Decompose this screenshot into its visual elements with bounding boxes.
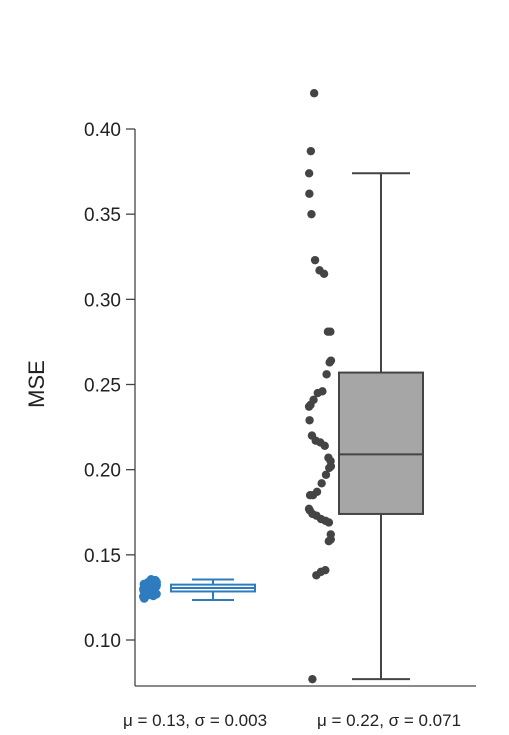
y-tick-label: 0.10	[84, 631, 121, 652]
data-point	[307, 209, 316, 219]
data-point	[322, 370, 331, 379]
data-point	[326, 327, 335, 336]
y-tick-label: 0.40	[84, 120, 121, 141]
data-point	[325, 463, 334, 473]
data-point	[305, 491, 315, 500]
data-point	[320, 441, 329, 451]
data-point	[150, 575, 160, 585]
stat-labels: μ = 0.13, σ = 0.003 μ = 0.22, σ = 0.071	[123, 711, 461, 730]
data-point	[305, 416, 314, 425]
y-tick-label: 0.25	[84, 376, 121, 397]
data-point	[143, 577, 153, 587]
data-point	[324, 537, 334, 546]
data-point	[319, 269, 329, 278]
iqr-box	[338, 371, 424, 515]
data-point	[308, 674, 317, 684]
data-point	[310, 255, 320, 265]
data-point	[325, 358, 334, 367]
data-point	[141, 588, 151, 598]
y-tick-label: 0.35	[84, 205, 121, 226]
data-point	[305, 189, 314, 198]
data-point	[324, 518, 334, 527]
series-layer	[139, 89, 424, 684]
y-axis-label: MSE	[24, 360, 49, 408]
series-group	[139, 575, 256, 603]
stat-label: μ = 0.22, σ = 0.071	[317, 711, 461, 730]
data-point	[313, 388, 322, 398]
data-point	[317, 479, 326, 488]
y-axis: 0.10 0.15 0.20 0.25 0.30 0.35 0.40	[84, 120, 476, 687]
series-group	[304, 89, 424, 684]
y-tick-label: 0.15	[84, 546, 121, 567]
y-tick-label: 0.30	[84, 290, 121, 311]
data-point	[309, 89, 319, 98]
data-point	[304, 402, 314, 411]
data-point	[304, 169, 314, 178]
data-point	[312, 571, 321, 580]
y-tick-label: 0.20	[84, 461, 121, 482]
data-point	[148, 591, 158, 601]
stat-label: μ = 0.13, σ = 0.003	[123, 711, 267, 730]
data-point	[306, 146, 316, 156]
data-point	[321, 470, 331, 479]
